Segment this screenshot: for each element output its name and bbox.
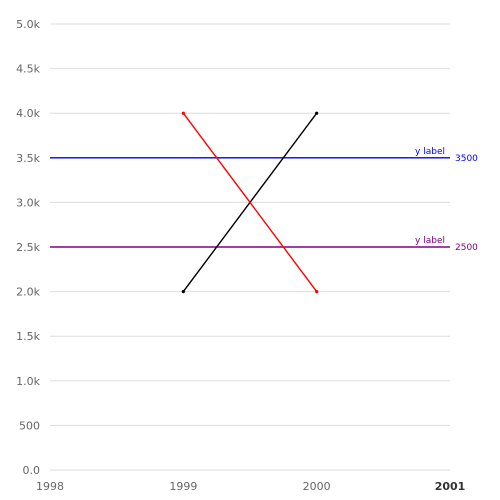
- y-tick-label: 1.5k: [16, 330, 40, 343]
- x-tick-label: 1999: [169, 480, 197, 493]
- y-tick-label: 0.0: [23, 464, 41, 477]
- reference-line-value: 3500: [455, 154, 478, 164]
- x-tick-label: 2000: [303, 480, 331, 493]
- y-tick-label: 5.0k: [16, 18, 40, 31]
- data-point: [315, 111, 319, 115]
- y-tick-label: 2.0k: [16, 286, 40, 299]
- series-line: [182, 112, 318, 293]
- y-tick-label: 4.5k: [16, 63, 40, 76]
- axis-tick-labels: 0.0 500 1.0k 1.5k 2.0k 2.5k 3.0k 3.5k 4.0k 4.5k 5.…: [16, 18, 465, 493]
- data-point: [181, 111, 185, 115]
- y-tick-label: 4.0k: [16, 107, 40, 120]
- reference-line-value: 2500: [455, 243, 478, 253]
- reference-line-label: y label: [415, 147, 445, 157]
- reference-line-label: y label: [415, 236, 445, 246]
- reference-lines: y label 3500 y label 2500: [50, 147, 478, 253]
- data-point: [315, 290, 319, 294]
- y-tick-label: 500: [19, 419, 40, 432]
- y-tick-label: 2.5k: [16, 241, 40, 254]
- series-lines: [181, 111, 319, 294]
- data-point: [181, 290, 185, 294]
- x-tick-label: 1998: [36, 480, 64, 493]
- y-tick-label: 3.5k: [16, 152, 40, 165]
- y-tick-label: 1.0k: [16, 375, 40, 388]
- x-tick-label: 2001: [435, 480, 466, 493]
- y-tick-label: 3.0k: [16, 196, 40, 209]
